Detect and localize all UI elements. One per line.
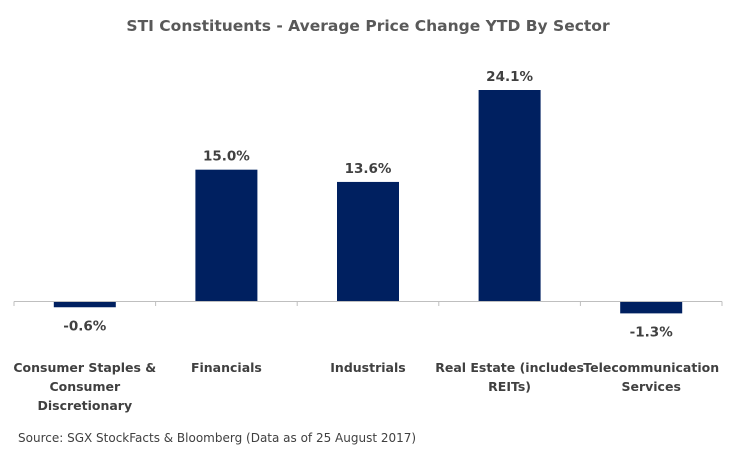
bar-telecommunication-services: [620, 302, 683, 314]
category-label-telecommunication-services: Telecommunication Services: [583, 360, 719, 394]
chart-title: STI Constituents - Average Price Change …: [126, 17, 610, 35]
data-label-industrials: 13.6%: [345, 161, 392, 177]
data-label-consumer-staples-consumer-discretionary: -0.6%: [63, 318, 107, 334]
category-label-line: Industrials: [330, 360, 405, 375]
bar-consumer-staples-consumer-discretionary: [53, 302, 116, 308]
category-label-line: REITs): [488, 379, 531, 394]
category-label-line: Financials: [191, 360, 262, 375]
bar-real-estate-includes-reits: [478, 90, 541, 301]
source-note: Source: SGX StockFacts & Bloomberg (Data…: [18, 431, 416, 445]
bar-industrials: [337, 181, 399, 301]
category-label-financials: Financials: [191, 360, 262, 375]
data-label-real-estate-includes-reits: 24.1%: [486, 69, 533, 85]
bar-financials: [195, 169, 258, 301]
category-label-consumer-staples-consumer-discretionary: Consumer Staples & Consumer Discretionary: [13, 360, 156, 413]
category-label-line: Services: [621, 379, 680, 394]
data-label-financials: 15.0%: [203, 149, 250, 165]
category-label-line: Consumer Staples &: [13, 360, 156, 375]
bars-group: [53, 90, 683, 314]
axis-ticks-group: [13, 301, 723, 306]
value-labels-group: -0.6% 15.0% 13.6% 24.1% -1.3%: [63, 69, 673, 340]
category-label-real-estate-includes-reits: Real Estate (includes REITs): [435, 360, 584, 394]
category-label-industrials: Industrials: [330, 360, 405, 375]
category-labels-group: Consumer Staples & Consumer Discretionary F…: [13, 360, 719, 413]
category-label-line: Discretionary: [37, 398, 132, 413]
category-label-line: Consumer: [49, 379, 121, 394]
category-label-line: Real Estate (includes: [435, 360, 584, 375]
data-label-telecommunication-services: -1.3%: [630, 324, 674, 340]
category-label-line: Telecommunication: [583, 360, 719, 375]
